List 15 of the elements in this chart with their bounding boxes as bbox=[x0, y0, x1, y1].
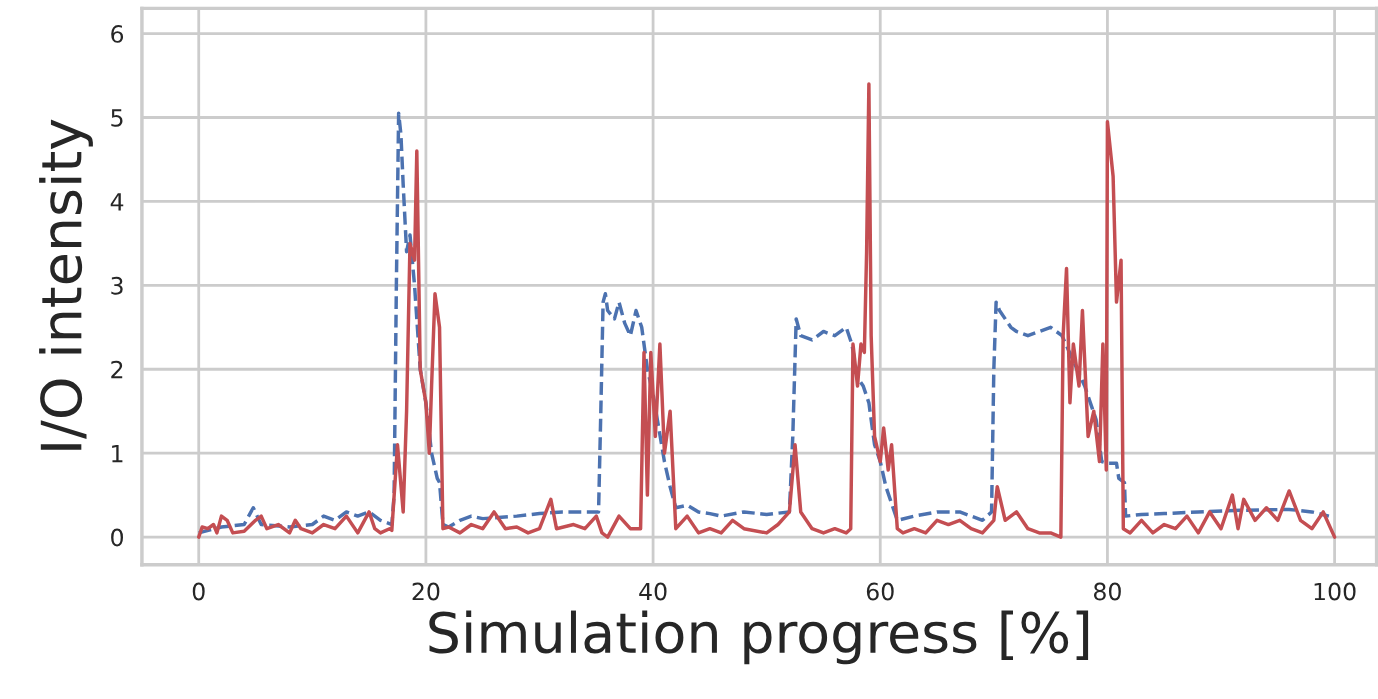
x-tick-label: 20 bbox=[412, 582, 440, 601]
y-tick-label: 2 bbox=[111, 360, 123, 379]
y-tick-label: 4 bbox=[110, 193, 124, 211]
y-axis-title: I/O intensity bbox=[39, 119, 93, 450]
x-tick-label: 100 bbox=[1314, 582, 1356, 601]
y-tick-label: 0 bbox=[111, 528, 123, 547]
y-tick-label: 1 bbox=[112, 444, 123, 463]
x-axis-title: Simulation progress [%] bbox=[429, 610, 1089, 665]
x-tick-label: 40 bbox=[639, 582, 667, 601]
y-tick-label: 6 bbox=[111, 25, 124, 43]
y-tick-label: 5 bbox=[111, 109, 123, 127]
x-tick-label: 0 bbox=[192, 582, 205, 601]
x-tick-label: 60 bbox=[866, 582, 894, 601]
x-tick-label: 80 bbox=[1094, 582, 1121, 601]
y-tick-label: 3 bbox=[111, 276, 123, 295]
